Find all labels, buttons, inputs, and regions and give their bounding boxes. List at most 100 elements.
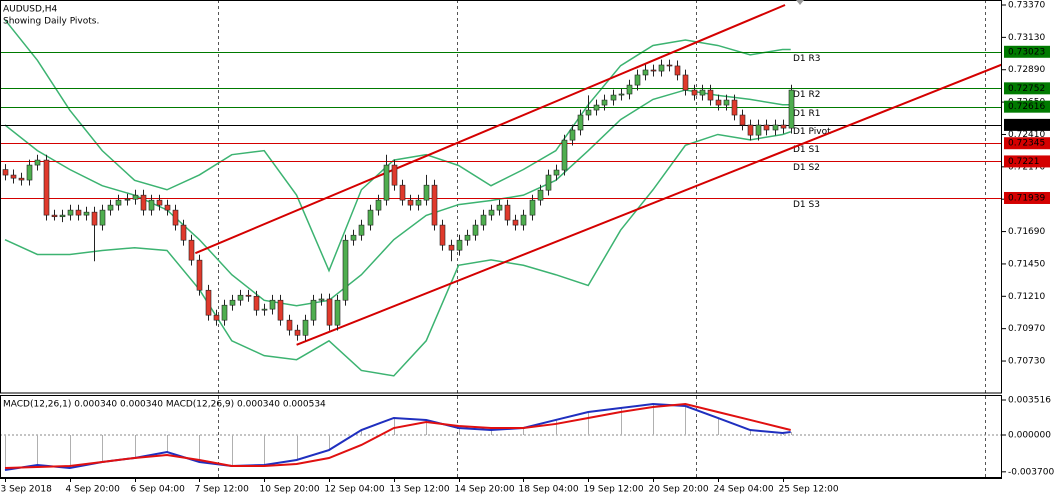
candle-body: [618, 93, 625, 96]
candle-body: [658, 64, 665, 72]
x-tick-label: 20 Sep 20:00: [649, 485, 709, 495]
candle-body: [593, 104, 600, 111]
candle-body: [83, 211, 90, 216]
candle-body: [610, 94, 617, 101]
candle-body: [205, 289, 212, 316]
candle-body: [496, 204, 503, 211]
y-tick-label: 0.73130: [1008, 33, 1045, 43]
plot-frame: [0, 0, 1002, 394]
candle-body: [342, 239, 349, 301]
candle-body: [18, 177, 25, 181]
candle-body: [172, 209, 179, 226]
candle-body: [75, 209, 82, 216]
candle-body: [294, 329, 301, 336]
candle-body: [650, 69, 657, 72]
x-tick-label: 4 Sep 20:00: [66, 485, 121, 495]
channel-line: [194, 4, 786, 255]
candle-body: [91, 211, 98, 226]
candle-body: [723, 99, 730, 106]
y-tick-label: 0.70970: [1008, 324, 1045, 334]
candle-body: [448, 244, 455, 251]
main-plot: D1 R3 D1 R2 D1 R1 D1 Pivot D1 S1 D1 S2 D1 S3: [0, 4, 1002, 377]
candle-body: [124, 198, 131, 201]
macd-y-tick-label: -0.003700: [1008, 467, 1054, 477]
pivot-name: D1 R1: [793, 109, 821, 119]
candle-body: [196, 259, 203, 291]
y-tick-label: 0.71210: [1008, 292, 1045, 302]
candle-body: [529, 199, 536, 216]
candle-body: [180, 224, 187, 241]
channel-line: [296, 63, 1002, 346]
bollinger-upper: [4, 19, 791, 273]
pivot-name: D1 R2: [793, 90, 821, 100]
x-tick-label: 18 Sep 04:00: [519, 485, 579, 495]
pivot-price-label: 0.71939: [1008, 193, 1045, 203]
candle-body: [561, 139, 568, 171]
pivot-name: D1 S2: [793, 163, 820, 173]
x-tick-label: 24 Sep 04:00: [714, 485, 774, 495]
candle-body: [788, 89, 795, 129]
x-tick-label: 25 Sep 12:00: [779, 485, 839, 495]
candle-body: [699, 89, 706, 96]
candle-body: [456, 239, 463, 251]
y-tick-label: 0.72410: [1008, 130, 1045, 140]
candle-body: [10, 174, 17, 179]
candle-body: [504, 204, 511, 221]
candle-body: [375, 199, 382, 211]
candle-body: [472, 224, 479, 236]
candle-body: [464, 234, 471, 241]
x-tick-label: 14 Sep 20:00: [455, 485, 515, 495]
candle-body: [691, 89, 698, 96]
candle-body: [780, 124, 787, 129]
candle-body: [229, 299, 236, 306]
pivot-price-box: [1004, 118, 1050, 131]
pivot-price-label: 0.72481: [1008, 120, 1045, 130]
candle-body: [601, 99, 608, 106]
macd-y-tick-label: 0.000000: [1008, 430, 1051, 440]
candle-body: [545, 174, 552, 191]
candle-body: [326, 298, 333, 326]
candle-body: [682, 74, 689, 91]
candle-body: [480, 214, 487, 226]
candle-body: [148, 199, 155, 211]
x-tick-label: 12 Sep 04:00: [325, 485, 385, 495]
candle-body: [383, 164, 390, 201]
candle-body: [2, 169, 9, 176]
candle-body: [585, 109, 592, 116]
period-separators: [218, 0, 986, 478]
candle-body: [286, 319, 293, 331]
pivot-price-label: 0.72752: [1008, 84, 1045, 94]
candle-body: [350, 234, 357, 241]
pivot-price-box: [1004, 191, 1050, 204]
candle-body: [569, 129, 576, 141]
candle-body: [310, 299, 317, 321]
pivot-price-box: [1004, 100, 1050, 113]
candle-body: [577, 114, 584, 131]
candle-body: [772, 124, 779, 131]
pivot-price-label: 0.72616: [1008, 102, 1045, 112]
chart-title: AUDUSD,H4: [3, 5, 58, 15]
candle-body: [67, 209, 74, 216]
macd-frame: [0, 395, 1002, 478]
candle-body: [59, 214, 66, 218]
candle-body: [391, 164, 398, 186]
candle-body: [156, 199, 163, 206]
shift-marker: [796, 0, 804, 5]
bollinger-middle: [4, 89, 791, 307]
candle-body: [707, 89, 714, 101]
candle-body: [642, 69, 649, 76]
candle-body: [334, 299, 341, 326]
pivot-price-box: [1004, 155, 1050, 168]
candle-body: [213, 314, 220, 321]
candle-body: [132, 194, 139, 200]
candle-body: [439, 224, 446, 246]
candle-body: [107, 204, 114, 211]
candle-body: [99, 209, 106, 226]
candle-body: [318, 298, 325, 301]
candle-body: [553, 169, 560, 176]
macd-y-tick-label: 0.003516: [1008, 395, 1051, 405]
candle-body: [302, 319, 309, 336]
pivot-price-box: [1004, 137, 1050, 150]
candle-body: [512, 219, 519, 226]
